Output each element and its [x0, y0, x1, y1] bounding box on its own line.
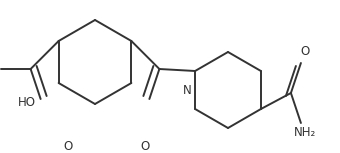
- Text: O: O: [63, 140, 73, 153]
- Text: O: O: [140, 140, 150, 153]
- Text: N: N: [183, 84, 191, 97]
- Text: O: O: [300, 45, 310, 58]
- Text: HO: HO: [18, 97, 36, 110]
- Text: NH₂: NH₂: [294, 126, 316, 139]
